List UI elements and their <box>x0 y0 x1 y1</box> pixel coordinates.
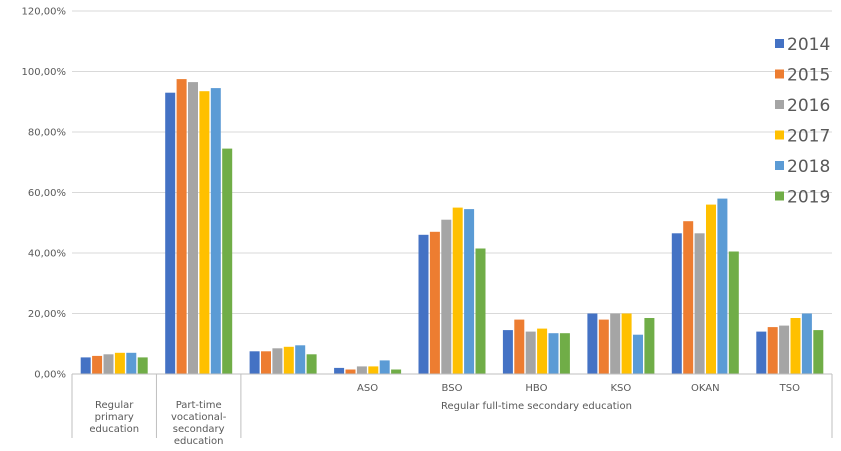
grid-lines <box>72 10 832 314</box>
bar-2015 <box>514 319 525 374</box>
bar-2017 <box>452 207 463 374</box>
bar-2015 <box>598 319 609 374</box>
legend-label: 2015 <box>787 66 830 86</box>
bar-2014 <box>587 313 598 374</box>
bar-2018 <box>633 334 643 374</box>
bar-2014 <box>418 234 429 374</box>
y-tick-label: 0,00% <box>34 370 66 381</box>
bar-2019 <box>559 333 570 374</box>
bar-2016 <box>272 348 283 374</box>
bar-2017 <box>706 204 716 374</box>
bar-2017 <box>114 352 125 374</box>
y-tick-label: 100,00% <box>22 67 67 78</box>
legend-swatch <box>775 161 784 170</box>
bar-2015 <box>261 351 271 374</box>
category-label: Part-time vocational-secondary education <box>171 400 227 447</box>
legend-swatch <box>775 39 784 48</box>
category-label: BSO <box>442 383 463 394</box>
category-label: HBO <box>525 383 547 394</box>
bar-2018 <box>717 198 728 374</box>
bar-2019 <box>644 318 655 374</box>
category-label: Regular primary education <box>89 400 139 435</box>
bar-2016 <box>779 325 790 374</box>
y-tick-label: 20,00% <box>28 309 66 320</box>
bar-2014 <box>80 357 91 374</box>
legend: 2014 2015 2016 2017 2018 2019 <box>775 35 830 208</box>
bar-2019 <box>728 251 739 374</box>
bar-2016 <box>525 331 536 374</box>
bar-2014 <box>756 331 767 374</box>
legend-label: 2019 <box>787 188 830 208</box>
bar-2016 <box>610 313 621 374</box>
y-axis-tick-labels: 0,00% 20,00% 40,00% 60,00% 80,00% 100,00% 120,… <box>22 7 67 381</box>
bar-2016 <box>356 366 367 374</box>
y-tick-label: 60,00% <box>28 188 66 199</box>
legend-label: 2018 <box>787 157 830 177</box>
bar-2019 <box>391 369 402 374</box>
bar-2016 <box>188 82 198 374</box>
legend-label: 2016 <box>787 96 830 116</box>
bar-2015 <box>176 79 187 374</box>
bar-2017 <box>537 328 548 374</box>
bar-2019 <box>137 357 148 374</box>
legend-label: 2014 <box>787 35 830 55</box>
bar-2014 <box>249 351 260 374</box>
bars <box>80 79 824 374</box>
legend-label: 2017 <box>787 127 830 147</box>
bar-2018 <box>379 360 390 374</box>
bar-2014 <box>502 330 513 374</box>
category-label: ASO <box>357 383 378 394</box>
bar-2015 <box>429 231 440 374</box>
bar-2015 <box>683 221 694 374</box>
legend-swatch <box>775 100 784 109</box>
bar-2014 <box>165 92 176 374</box>
legend-swatch <box>775 69 784 79</box>
bar-2017 <box>368 366 379 374</box>
bar-2015 <box>767 327 778 374</box>
category-axis: Regular primary education Part-time vocation… <box>71 373 833 447</box>
bar-2015 <box>92 355 103 374</box>
category-label: TSO <box>779 383 800 394</box>
bar-2019 <box>222 148 233 374</box>
bar-2019 <box>475 248 486 374</box>
category-label: OKAN <box>691 383 720 394</box>
bar-2018 <box>295 345 306 374</box>
bar-2017 <box>790 318 801 374</box>
group-label: Regular full-time secondary education <box>441 401 632 412</box>
bar-2018 <box>801 313 812 374</box>
bar-2016 <box>441 219 452 374</box>
bar-2018 <box>126 352 137 374</box>
bar-2017 <box>283 346 294 374</box>
bar-2018 <box>464 209 475 374</box>
bar-2018 <box>210 88 221 374</box>
legend-swatch <box>775 130 784 140</box>
legend-swatch <box>775 191 784 201</box>
y-tick-label: 40,00% <box>28 249 66 260</box>
bar-2019 <box>306 354 317 374</box>
y-tick-label: 120,00% <box>22 7 67 18</box>
bar-2016 <box>694 233 705 374</box>
y-tick-label: 80,00% <box>28 128 66 139</box>
bar-2017 <box>199 91 210 374</box>
bar-2014 <box>671 233 682 374</box>
bar-2017 <box>621 313 632 374</box>
bar-2014 <box>334 367 345 374</box>
bar-2018 <box>548 333 559 374</box>
bar-2019 <box>813 330 824 374</box>
category-label: KSO <box>610 383 631 394</box>
bar-2016 <box>103 354 114 374</box>
bar-2015 <box>345 369 356 374</box>
